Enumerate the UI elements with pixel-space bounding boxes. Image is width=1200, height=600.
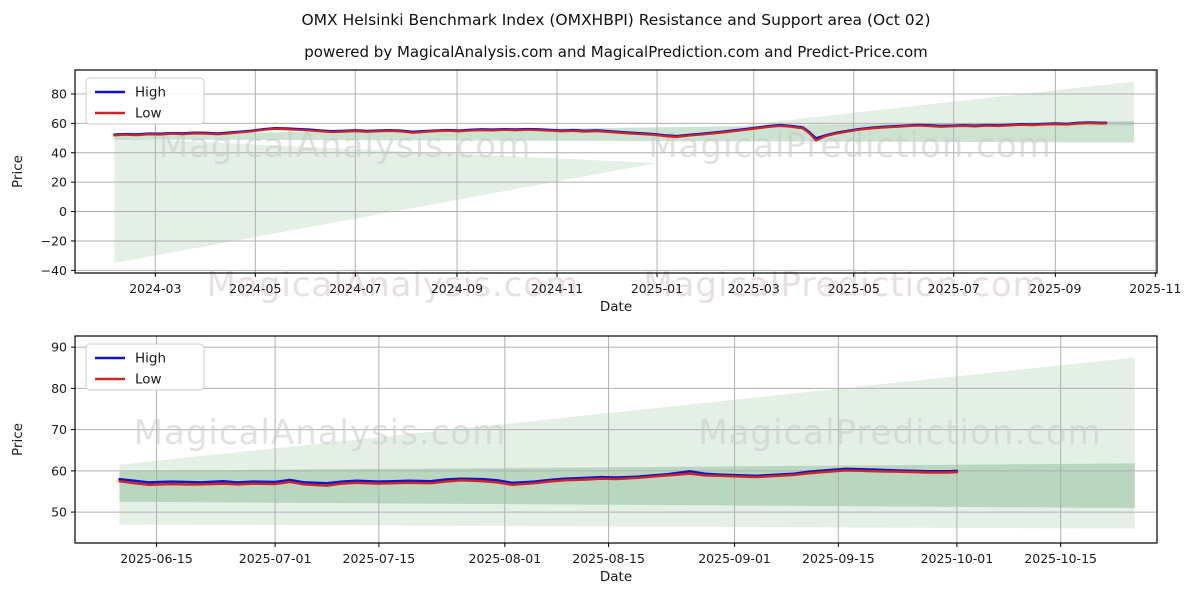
y-tick-label: −40 (41, 263, 67, 278)
x-tick-label: 2025-06-15 (120, 551, 193, 566)
y-tick-label: 70 (51, 422, 67, 437)
x-tick-label: 2025-09-01 (698, 551, 771, 566)
x-tick-label: 2025-07-15 (343, 551, 416, 566)
x-tick-label: 2025-03 (728, 281, 780, 296)
y-tick-label: 0 (59, 204, 67, 219)
watermark-text: MagicalAnalysis.com (134, 413, 507, 453)
x-tick-label: 2025-10-15 (1024, 551, 1097, 566)
y-tick-label: 80 (51, 381, 67, 396)
y-tick-label: 80 (51, 86, 67, 101)
x-tick-label: 2025-11 (1129, 281, 1181, 296)
x-tick-label: 2024-03 (129, 281, 181, 296)
bottom-chart: MagicalAnalysis.com MagicalPrediction.com… (10, 335, 1158, 585)
x-axis-label: Date (600, 299, 632, 315)
x-axis-label: Date (600, 569, 632, 585)
figure-subtitle: powered by MagicalAnalysis.com and Magic… (304, 43, 928, 61)
legend: High Low (85, 77, 205, 125)
legend-label-low: Low (135, 106, 162, 122)
x-tick-label: 2025-07-01 (239, 551, 312, 566)
x-tick-label: 2025-08-15 (572, 551, 645, 566)
resistance-fan-right-band (738, 81, 1135, 126)
high-line (118, 467, 959, 485)
x-tick-label: 2025-09 (1029, 281, 1081, 296)
figure-title: OMX Helsinki Benchmark Index (OMXHBPI) R… (301, 11, 931, 29)
x-tick-label: 2024-05 (229, 281, 281, 296)
y-tick-label: 60 (51, 116, 67, 131)
plot-area (75, 336, 1157, 543)
legend-label-high: High (135, 351, 166, 367)
top-chart: MagicalAnalysis.com MagicalPrediction.com… (10, 69, 1181, 315)
x-tick-label: 2025-07 (928, 281, 980, 296)
support-band-band (119, 463, 1135, 508)
low-line (118, 469, 959, 487)
plot-border (74, 335, 1158, 544)
y-axis-label: Price (10, 423, 26, 456)
resistance-fan-band (119, 357, 1135, 529)
watermark-text: MagicalAnalysis.com (207, 265, 580, 305)
legend: High Low (85, 343, 205, 391)
legend-label-low: Low (135, 372, 162, 388)
x-tick-label: 2025-01 (631, 281, 683, 296)
watermark-text: MagicalPrediction.com (698, 413, 1102, 453)
y-tick-label: 20 (51, 175, 67, 190)
watermark-text: MagicalPrediction.com (643, 265, 1047, 305)
y-axis-label: Price (10, 155, 26, 188)
x-tick-label: 2025-09-15 (802, 551, 875, 566)
legend-label-high: High (135, 85, 166, 101)
plot-border (74, 69, 1158, 274)
x-tick-label: 2024-09 (431, 281, 483, 296)
x-tick-label: 2025-10-01 (921, 551, 994, 566)
y-tick-label: −20 (41, 233, 67, 248)
x-tick-label: 2025-08-01 (469, 551, 542, 566)
x-tick-label: 2024-11 (531, 281, 583, 296)
support-fan-left-band (114, 138, 657, 264)
low-line (113, 121, 1108, 142)
y-tick-label: 40 (51, 145, 67, 160)
x-tick-label: 2024-07 (329, 281, 381, 296)
y-tick-label: 60 (51, 463, 67, 478)
y-tick-label: 90 (51, 340, 67, 355)
x-tick-label: 2025-05 (828, 281, 880, 296)
y-tick-label: 50 (51, 505, 67, 520)
